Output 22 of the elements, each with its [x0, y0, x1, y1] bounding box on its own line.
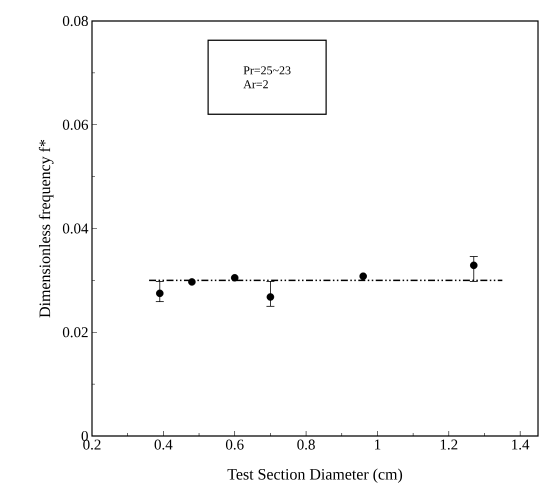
x-tick-label: 0.6	[226, 440, 244, 450]
y-tick-label: 0.08	[62, 16, 88, 26]
y-tick-label: 0.02	[62, 327, 88, 338]
x-tick-label: 0.8	[297, 440, 315, 450]
x-axis-title: Test Section Diameter (cm)	[228, 468, 402, 483]
point	[188, 278, 196, 286]
point	[156, 290, 164, 298]
point	[266, 293, 274, 301]
y-tick-label: 0	[82, 430, 88, 442]
x-tick-label: 0.2	[83, 440, 101, 450]
annotation: Ar=2	[243, 80, 268, 88]
x-tick-label: 1	[375, 440, 380, 450]
point	[359, 272, 367, 280]
y-axis-title: Dimensionless frequency f*	[38, 140, 54, 318]
point	[230, 274, 239, 282]
x-tick-label: 0.4	[154, 440, 172, 450]
y-tick-label: 0.06	[62, 120, 88, 130]
y-tick-label: 0.04	[62, 223, 88, 234]
annotation: Pr=25~23	[244, 66, 291, 74]
point	[470, 262, 478, 270]
x-tick-label: 1.4	[512, 440, 530, 450]
x-tick-label: 1.2	[440, 440, 458, 450]
